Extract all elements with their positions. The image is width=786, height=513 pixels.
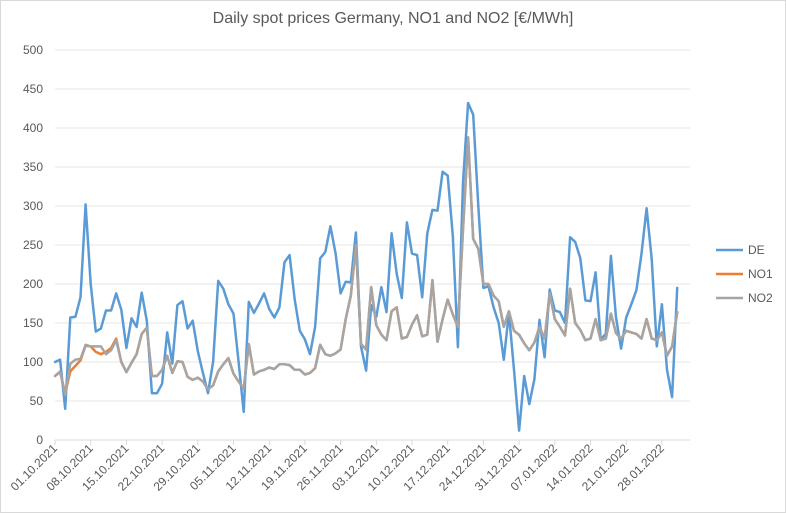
y-tick-label: 0 [36,433,43,447]
legend-label-de: DE [748,243,765,257]
y-tick-label: 500 [23,43,43,57]
legend-label-no1: NO1 [748,267,773,281]
gridlines [55,49,690,441]
y-tick-label: 150 [23,316,43,330]
legend: DE NO1 NO2 [716,243,773,305]
y-tick-label: 450 [23,82,43,96]
legend-label-no2: NO2 [748,291,773,305]
y-tick-label: 50 [30,394,44,408]
series-line-de [53,101,679,432]
x-axis-ticks: 01.10.202108.10.202115.10.202122.10.2021… [8,440,667,494]
y-tick-label: 200 [23,277,43,291]
chart-title: Daily spot prices Germany, NO1 and NO2 [… [212,10,574,27]
y-tick-label: 400 [23,121,43,135]
y-tick-label: 350 [23,160,43,174]
series-lines [53,101,679,432]
series-line-no2 [53,136,679,397]
y-axis-ticks: 0 50 100 150 200 250 300 350 400 450 500 [23,43,43,447]
y-tick-label: 300 [23,199,43,213]
y-tick-label: 250 [23,238,43,252]
y-tick-label: 100 [23,355,43,369]
